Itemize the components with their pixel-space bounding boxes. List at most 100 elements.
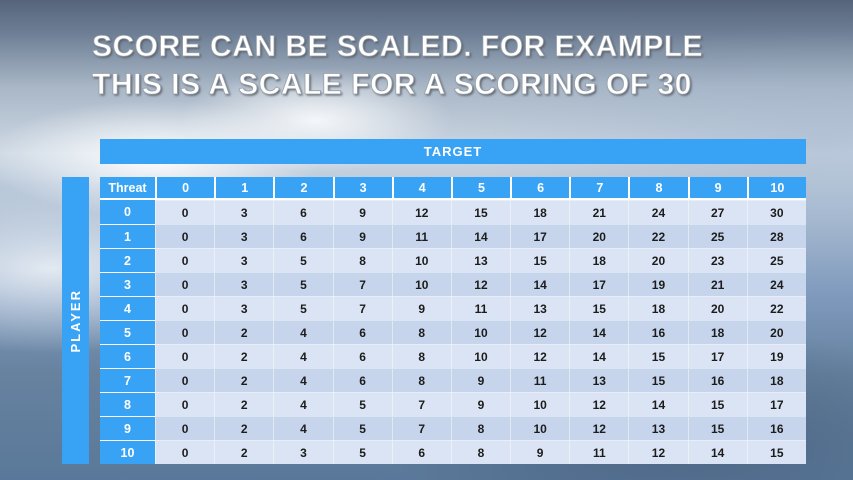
score-cell: 10 xyxy=(391,272,451,296)
score-cell: 16 xyxy=(687,368,747,392)
target-label: TARGET xyxy=(423,144,483,159)
threat-row-header: 4 xyxy=(100,296,155,320)
target-column-header: 6 xyxy=(510,177,570,200)
score-cell: 4 xyxy=(273,416,333,440)
threat-row-header: 3 xyxy=(100,272,155,296)
score-cell: 23 xyxy=(687,248,747,272)
score-cell: 8 xyxy=(450,416,511,440)
score-cell: 25 xyxy=(687,224,747,248)
table-row: 4 0 3 5 7 9 11 13 15 18 20 22 xyxy=(100,296,806,320)
score-cell: 5 xyxy=(332,416,392,440)
table-row: 10 0 2 3 5 6 8 9 11 12 14 15 xyxy=(100,440,806,464)
score-cell: 14 xyxy=(510,272,570,296)
score-cell: 12 xyxy=(510,320,570,344)
score-cell: 8 xyxy=(450,440,511,464)
score-cell: 6 xyxy=(391,440,451,464)
threat-row-header: 0 xyxy=(100,200,155,224)
score-cell: 10 xyxy=(450,320,511,344)
score-cell: 18 xyxy=(687,320,747,344)
score-cell: 7 xyxy=(332,272,392,296)
table-row: 3 0 3 5 7 10 12 14 17 19 21 24 xyxy=(100,272,806,296)
score-cell: 10 xyxy=(450,344,511,368)
score-cell: 5 xyxy=(273,248,333,272)
title-line-1: SCORE CAN BE SCALED. FOR EXAMPLE xyxy=(92,30,704,64)
threat-row-header: 7 xyxy=(100,368,155,392)
score-cell: 13 xyxy=(450,248,511,272)
corner-header-threat: Threat xyxy=(100,177,155,200)
threat-row-header: 8 xyxy=(100,392,155,416)
score-cell: 5 xyxy=(332,440,392,464)
score-cell: 15 xyxy=(628,344,688,368)
score-cell: 2 xyxy=(214,344,274,368)
target-column-header: 10 xyxy=(746,177,806,200)
score-cell: 12 xyxy=(450,272,511,296)
score-cell: 6 xyxy=(332,344,392,368)
score-cell: 7 xyxy=(332,296,392,320)
score-cell: 6 xyxy=(332,320,392,344)
table-row: 0 0 3 6 9 12 15 18 21 24 27 30 xyxy=(100,200,806,224)
threat-row-header: 9 xyxy=(100,416,155,440)
score-cell: 18 xyxy=(628,296,688,320)
threat-row-header: 2 xyxy=(100,248,155,272)
score-cell: 18 xyxy=(569,248,629,272)
score-cell: 14 xyxy=(687,440,747,464)
score-cell: 12 xyxy=(569,392,629,416)
score-cell: 2 xyxy=(214,392,274,416)
score-cell: 0 xyxy=(155,440,215,464)
score-table-head: Threat 0 1 2 3 4 5 6 7 8 9 10 xyxy=(100,177,806,200)
score-cell: 10 xyxy=(510,416,570,440)
score-cell: 8 xyxy=(332,248,392,272)
score-cell: 14 xyxy=(450,224,511,248)
score-cell: 12 xyxy=(628,440,688,464)
score-cell: 3 xyxy=(214,248,274,272)
score-cell: 22 xyxy=(746,296,806,320)
score-cell: 2 xyxy=(214,320,274,344)
score-cell: 21 xyxy=(687,272,747,296)
table-row: 8 0 2 4 5 7 9 10 12 14 15 17 xyxy=(100,392,806,416)
threat-row-header: 6 xyxy=(100,344,155,368)
score-cell: 19 xyxy=(628,272,688,296)
score-cell: 21 xyxy=(569,200,629,224)
score-cell: 2 xyxy=(214,440,274,464)
target-column-header: 1 xyxy=(214,177,274,200)
score-cell: 8 xyxy=(391,320,451,344)
score-cell: 9 xyxy=(391,296,451,320)
score-cell: 8 xyxy=(391,368,451,392)
threat-row-header: 10 xyxy=(100,440,155,464)
score-cell: 7 xyxy=(391,392,451,416)
score-cell: 5 xyxy=(273,272,333,296)
score-cell: 0 xyxy=(155,296,215,320)
score-cell: 25 xyxy=(746,248,806,272)
score-cell: 4 xyxy=(273,368,333,392)
target-column-header: 3 xyxy=(332,177,392,200)
score-cell: 9 xyxy=(450,392,511,416)
score-cell: 20 xyxy=(628,248,688,272)
score-cell: 24 xyxy=(746,272,806,296)
table-row: 6 0 2 4 6 8 10 12 14 15 17 19 xyxy=(100,344,806,368)
score-table: Threat 0 1 2 3 4 5 6 7 8 9 10 0 0 3 6 9 12 15 18 21 24 27 30 1 0… xyxy=(100,177,806,464)
score-cell: 16 xyxy=(628,320,688,344)
table-row: 5 0 2 4 6 8 10 12 14 16 18 20 xyxy=(100,320,806,344)
player-header-bar: PLAYER xyxy=(62,177,89,464)
score-cell: 4 xyxy=(273,320,333,344)
slide-title: SCORE CAN BE SCALED. FOR EXAMPLE THIS IS… xyxy=(92,28,812,104)
score-cell: 17 xyxy=(510,224,570,248)
score-cell: 2 xyxy=(214,416,274,440)
score-cell: 9 xyxy=(510,440,570,464)
title-line-2: THIS IS A SCALE FOR A SCORING OF 30 xyxy=(92,68,692,102)
score-cell: 3 xyxy=(214,200,274,224)
player-label: PLAYER xyxy=(68,288,83,353)
target-column-header: 5 xyxy=(450,177,511,200)
threat-row-header: 5 xyxy=(100,320,155,344)
score-cell: 30 xyxy=(746,200,806,224)
score-cell: 0 xyxy=(155,272,215,296)
table-row: 7 0 2 4 6 8 9 11 13 15 16 18 xyxy=(100,368,806,392)
table-row: 2 0 3 5 8 10 13 15 18 20 23 25 xyxy=(100,248,806,272)
score-cell: 10 xyxy=(391,248,451,272)
score-cell: 7 xyxy=(391,416,451,440)
score-cell: 6 xyxy=(273,200,333,224)
score-cell: 8 xyxy=(391,344,451,368)
score-cell: 16 xyxy=(746,416,806,440)
score-cell: 9 xyxy=(450,368,511,392)
score-cell: 14 xyxy=(628,392,688,416)
